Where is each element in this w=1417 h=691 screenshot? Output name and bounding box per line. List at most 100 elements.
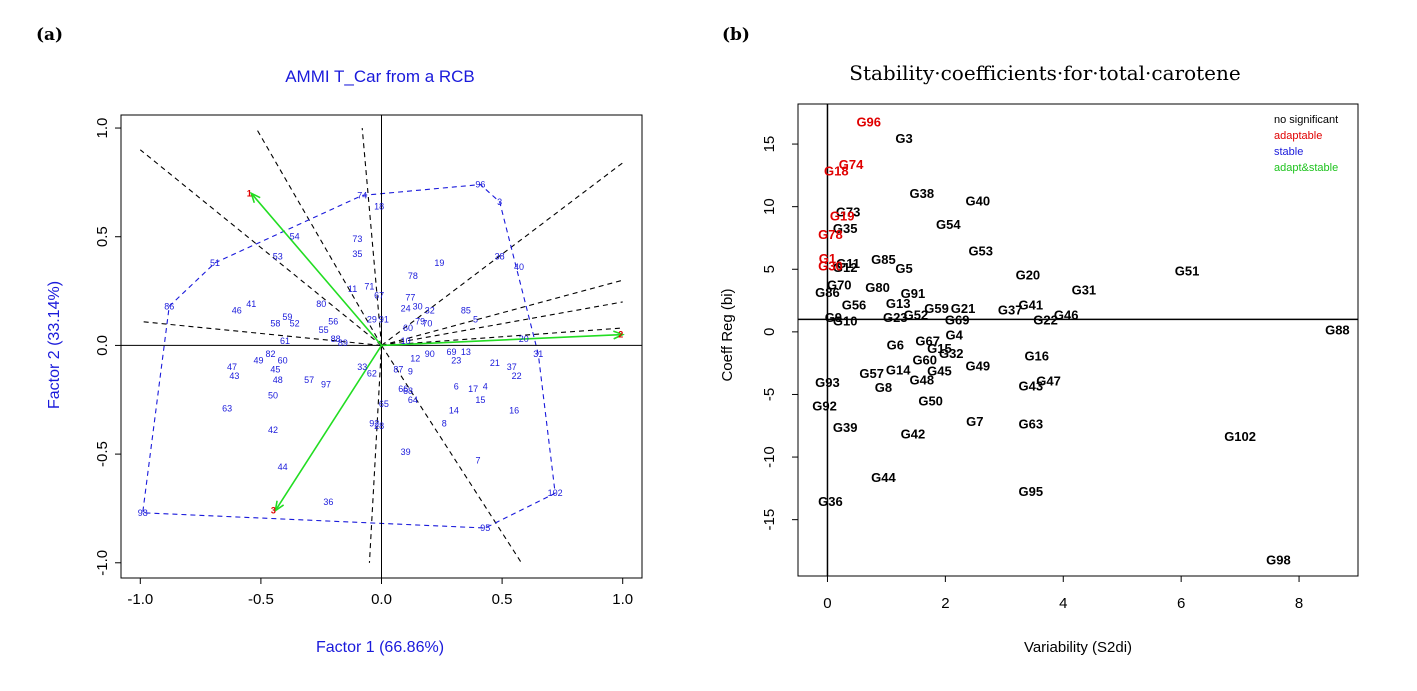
- sector-line-4: [381, 279, 623, 346]
- point-G1: G1: [819, 251, 836, 266]
- x-tick-label-0: -1.0: [127, 591, 153, 608]
- point-G102: G102: [1224, 429, 1256, 444]
- point-G21: G21: [951, 301, 976, 316]
- point-G9: G9: [825, 310, 842, 325]
- point-G7: G7: [966, 414, 983, 429]
- point-G59: G59: [924, 301, 949, 316]
- point-G51: G51: [1175, 264, 1200, 279]
- hull-polygon: [142, 183, 556, 529]
- point-G50: G50: [918, 394, 943, 409]
- genotype-52: 52: [290, 319, 300, 329]
- genotype-91: 91: [379, 314, 389, 324]
- genotype-68: 68: [403, 386, 413, 396]
- y-tick-label-0: -1.0: [94, 550, 111, 576]
- point-G23: G23: [883, 310, 908, 325]
- genotype-78: 78: [408, 271, 418, 281]
- x-tick-label-4: 8: [1295, 595, 1303, 612]
- genotype-31: 31: [533, 349, 543, 359]
- y-tick-label-4: 1.0: [94, 118, 111, 139]
- point-G13: G13: [886, 296, 911, 311]
- reference-lines: [798, 104, 1358, 576]
- genotype-63: 63: [222, 403, 232, 413]
- genotype-17: 17: [468, 384, 478, 394]
- point-G19: G19: [830, 208, 855, 223]
- x-tick-label-4: 1.0: [612, 591, 633, 608]
- genotype-30: 30: [413, 301, 423, 311]
- genotype-56: 56: [328, 317, 338, 327]
- point-G70: G70: [827, 277, 852, 292]
- genotype-41: 41: [246, 299, 256, 309]
- genotype-44: 44: [278, 462, 288, 472]
- genotype-42: 42: [268, 425, 278, 435]
- genotype-64: 64: [408, 395, 418, 405]
- genotype-60: 60: [403, 323, 413, 333]
- point-G6: G6: [887, 337, 904, 352]
- point-G35: G35: [833, 221, 858, 236]
- environment-1: 1: [247, 188, 252, 198]
- point-G36: G36: [818, 494, 843, 509]
- genotype-60: 60: [278, 356, 288, 366]
- genotype-4: 4: [483, 382, 488, 392]
- genotype-40: 40: [514, 262, 524, 272]
- point-G46: G46: [1054, 307, 1079, 322]
- genotype-28: 28: [374, 421, 384, 431]
- point-G85: G85: [871, 252, 896, 267]
- genotype-95: 95: [480, 523, 490, 533]
- y-tick-label-3: 0: [761, 328, 778, 336]
- arrowhead-env-1: [249, 191, 261, 204]
- genotype-57: 57: [304, 375, 314, 385]
- sector-line-9: [368, 345, 383, 563]
- genotype-16: 16: [509, 406, 519, 416]
- legend-entry-2: stable: [1274, 146, 1303, 158]
- point-G41: G41: [1019, 297, 1044, 312]
- ammi-title: AMMI T_Car from a RCB: [285, 67, 475, 86]
- sector-line-0: [139, 149, 382, 346]
- point-G47: G47: [1036, 374, 1061, 389]
- ammi-plot-frame: [120, 114, 643, 579]
- sector-line-6: [381, 327, 623, 346]
- point-G44: G44: [871, 470, 896, 485]
- point-G86: G86: [815, 285, 840, 300]
- genotype-14: 14: [449, 406, 459, 416]
- point-G88: G88: [1325, 322, 1350, 337]
- genotype-3: 3: [497, 197, 502, 207]
- x-tick-label-1: -0.5: [248, 591, 274, 608]
- genotype-18: 18: [374, 201, 384, 211]
- genotype-79: 79: [415, 317, 425, 327]
- genotype-19: 19: [434, 258, 444, 268]
- point-G40: G40: [966, 193, 991, 208]
- y-tick-label-0: -15: [761, 509, 778, 531]
- point-G96: G96: [856, 115, 881, 130]
- point-G14: G14: [886, 362, 911, 377]
- genotype-97: 97: [321, 380, 331, 390]
- point-G98: G98: [1266, 553, 1291, 568]
- point-G52: G52: [904, 307, 929, 322]
- point-G30: G30: [818, 259, 843, 274]
- x-tick-label-2: 4: [1059, 595, 1067, 612]
- genotype-70: 70: [422, 319, 432, 329]
- genotype-61: 61: [280, 336, 290, 346]
- point-G78: G78: [818, 227, 843, 242]
- point-G43: G43: [1019, 379, 1044, 394]
- x-tick-label-3: 6: [1177, 595, 1185, 612]
- genotype-46: 46: [232, 306, 242, 316]
- genotype-24: 24: [401, 303, 411, 313]
- stability-ylabel: Coeff Reg (bi): [719, 288, 736, 381]
- genotype-98: 98: [138, 508, 148, 518]
- genotype-38: 38: [495, 251, 505, 261]
- y-tick-label-4: 5: [761, 265, 778, 273]
- genotype-7: 7: [475, 456, 480, 466]
- genotype-22: 22: [512, 371, 522, 381]
- legend-entry-3: adapt&stable: [1274, 162, 1338, 174]
- point-G49: G49: [966, 359, 991, 374]
- point-G5: G5: [895, 261, 912, 276]
- genotype-80: 80: [316, 299, 326, 309]
- y-tick-label-1: -0.5: [94, 441, 111, 467]
- genotype-67: 67: [374, 290, 384, 300]
- genotype-36: 36: [323, 497, 333, 507]
- genotype-90: 90: [425, 349, 435, 359]
- point-G4: G4: [946, 327, 964, 342]
- genotype-88: 88: [331, 334, 341, 344]
- point-G60: G60: [912, 352, 937, 367]
- panel-label-b: (b): [722, 25, 750, 45]
